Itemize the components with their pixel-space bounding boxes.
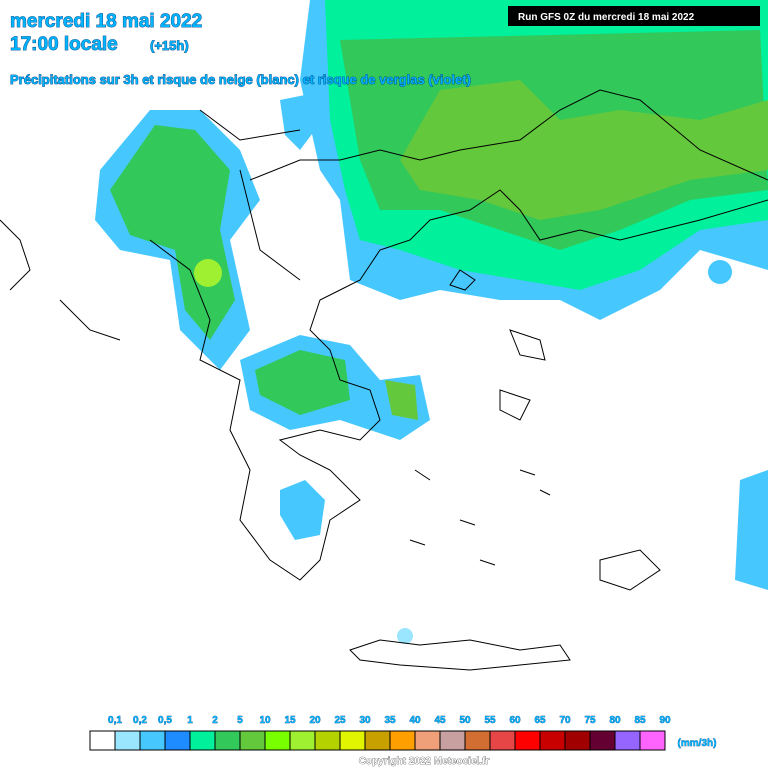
legend-label: 45 [434, 715, 446, 726]
legend-swatch [439, 730, 466, 751]
legend-label: 5 [237, 715, 243, 726]
legend-swatch [139, 730, 166, 751]
legend-label: 70 [559, 715, 571, 726]
legend-swatch [614, 730, 641, 751]
legend-swatch [464, 730, 491, 751]
legend-swatch [389, 730, 416, 751]
legend-label: 15 [284, 715, 296, 726]
legend-swatch [639, 730, 666, 751]
legend-swatch [114, 730, 141, 751]
legend-label: 40 [409, 715, 421, 726]
legend-swatch [589, 730, 616, 751]
legend-label: 55 [484, 715, 496, 726]
legend-label: 80 [609, 715, 621, 726]
legend-swatch [314, 730, 341, 751]
legend-swatch [189, 730, 216, 751]
copyright: Copyright 2022 Meteociel.fr [359, 756, 490, 767]
legend-label: 1 [187, 715, 193, 726]
legend-swatch [364, 730, 391, 751]
legend-label: 2 [212, 715, 218, 726]
run-box [508, 6, 760, 26]
legend-label: 0,2 [133, 715, 147, 726]
legend-label: 0,5 [158, 715, 172, 726]
legend-label: 35 [384, 715, 396, 726]
date: mercredi 18 mai 2022 [10, 11, 202, 32]
legend-swatch [164, 730, 191, 751]
legend-label: 90 [659, 715, 671, 726]
legend-label: 20 [309, 715, 321, 726]
legend-label: 50 [459, 715, 471, 726]
legend: 0,1 0,2 0,5 1 2 5 10 15 20 25 30 35 40 45 50 55 60 65 70 75… [89, 715, 671, 751]
legend-label: 0,1 [108, 715, 122, 726]
legend-label: 30 [359, 715, 371, 726]
legend-swatch [214, 730, 241, 751]
legend-label: 60 [509, 715, 521, 726]
legend-swatch [339, 730, 366, 751]
legend-label: 85 [634, 715, 646, 726]
legend-swatch [289, 730, 316, 751]
legend-label: 65 [534, 715, 546, 726]
run-label: Run GFS 0Z du mercredi 18 mai 2022 [518, 12, 695, 23]
legend-swatch [414, 730, 441, 751]
legend-unit: (mm/3h) [678, 738, 717, 749]
legend-swatch [539, 730, 566, 751]
precipitation-areas [95, 0, 768, 644]
time: 17:00 locale [10, 34, 118, 55]
legend-swatch [264, 730, 291, 751]
legend-label: 10 [259, 715, 271, 726]
forecast-offset: (+15h) [150, 38, 189, 53]
coastlines-borders [0, 89, 768, 671]
subtitle: Précipitations sur 3h et risque de neige… [10, 72, 471, 87]
legend-label: 25 [334, 715, 346, 726]
legend-swatch [564, 730, 591, 751]
legend-label: 75 [584, 715, 596, 726]
legend-swatch [89, 730, 116, 751]
legend-swatch [239, 730, 266, 751]
legend-swatch [489, 730, 516, 751]
legend-swatch [514, 730, 541, 751]
